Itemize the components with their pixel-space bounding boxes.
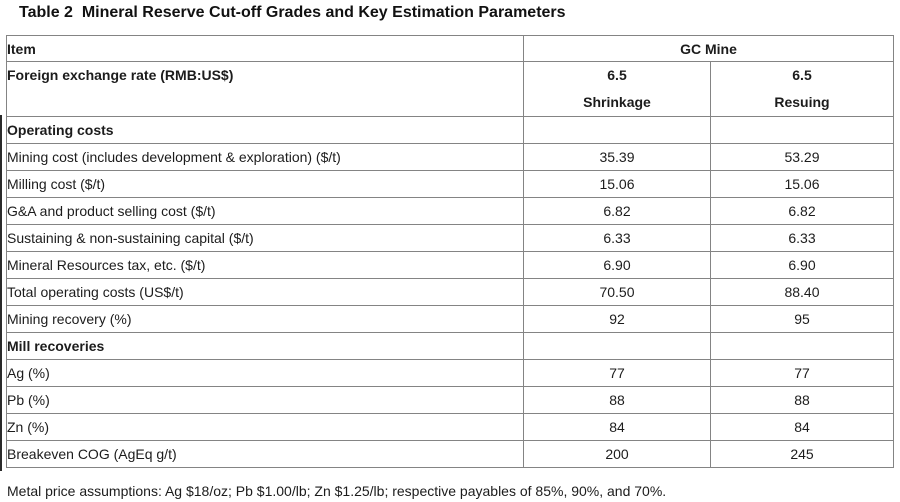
- row-label-cell: Pb (%): [6, 386, 524, 414]
- row-label-cell: Milling cost ($/t): [6, 170, 524, 198]
- fx-rate-value-resuing: 6.5: [792, 67, 812, 83]
- row-label-cell: Total operating costs (US$/t): [6, 278, 524, 306]
- section-row: Operating costs: [6, 116, 894, 144]
- value-cell-resuing: 88.40: [710, 278, 894, 306]
- table-row: Mineral Resources tax, etc. ($/t) 6.90 6…: [6, 251, 894, 279]
- table-row: Ag (%) 77 77: [6, 359, 894, 387]
- fx-rate-row: Foreign exchange rate (RMB:US$) 6.5 Shri…: [6, 61, 894, 117]
- row-label-cell: Sustaining & non-sustaining capital ($/t…: [6, 224, 524, 252]
- row-label-cell: Mining recovery (%): [6, 305, 524, 333]
- section-row: Mill recoveries: [6, 332, 894, 360]
- row-label-cell: Ag (%): [6, 359, 524, 387]
- value-cell-shrinkage: 200: [523, 440, 711, 468]
- method-label-resuing: Resuing: [774, 94, 830, 110]
- method-label-shrinkage: Shrinkage: [583, 94, 651, 110]
- table-row: Mining recovery (%) 92 95: [6, 305, 894, 333]
- row-label-cell: Foreign exchange rate (RMB:US$): [6, 61, 524, 117]
- value-cell-shrinkage: 15.06: [523, 170, 711, 198]
- table-row: Total operating costs (US$/t) 70.50 88.4…: [6, 278, 894, 306]
- scan-edge-artifact: [0, 115, 2, 471]
- value-cell-resuing: [710, 332, 894, 360]
- value-cell-shrinkage: 84: [523, 413, 711, 441]
- value-cell-shrinkage: [523, 116, 711, 144]
- resuing-method-cell: 6.5 Resuing: [710, 61, 894, 117]
- value-cell-shrinkage: 6.82: [523, 197, 711, 225]
- value-cell-resuing: 245: [710, 440, 894, 468]
- parameters-table: Item GC Mine Foreign exchange rate (RMB:…: [6, 35, 894, 468]
- row-label-cell: Mineral Resources tax, etc. ($/t): [6, 251, 524, 279]
- row-label-cell: G&A and product selling cost ($/t): [6, 197, 524, 225]
- value-cell-resuing: [710, 116, 894, 144]
- section-label-cell: Mill recoveries: [6, 332, 524, 360]
- mine-group-header: GC Mine: [523, 35, 894, 62]
- table-row: Mining cost (includes development & expl…: [6, 143, 894, 171]
- row-label-cell: Zn (%): [6, 413, 524, 441]
- fx-rate-value-shrinkage: 6.5: [607, 67, 627, 83]
- value-cell-resuing: 84: [710, 413, 894, 441]
- value-cell-resuing: 15.06: [710, 170, 894, 198]
- header-row: Item GC Mine: [6, 35, 894, 62]
- table-row: Zn (%) 84 84: [6, 413, 894, 441]
- footnote: Metal price assumptions: Ag $18/oz; Pb $…: [7, 483, 667, 499]
- fx-rate-label: Foreign exchange rate (RMB:US$): [7, 67, 234, 83]
- table-row: Breakeven COG (AgEq g/t) 200 245: [6, 440, 894, 468]
- item-column-header: Item: [6, 35, 524, 62]
- table-row: Milling cost ($/t) 15.06 15.06: [6, 170, 894, 198]
- row-label-cell: Breakeven COG (AgEq g/t): [6, 440, 524, 468]
- table-title: Table 2 Mineral Reserve Cut-off Grades a…: [19, 4, 566, 21]
- value-cell-shrinkage: 6.33: [523, 224, 711, 252]
- section-label-cell: Operating costs: [6, 116, 524, 144]
- value-cell-shrinkage: 35.39: [523, 143, 711, 171]
- value-cell-resuing: 6.90: [710, 251, 894, 279]
- value-cell-shrinkage: 70.50: [523, 278, 711, 306]
- value-cell-shrinkage: 88: [523, 386, 711, 414]
- value-cell-shrinkage: 6.90: [523, 251, 711, 279]
- value-cell-resuing: 88: [710, 386, 894, 414]
- row-label-cell: Mining cost (includes development & expl…: [6, 143, 524, 171]
- value-cell-resuing: 77: [710, 359, 894, 387]
- value-cell-shrinkage: 77: [523, 359, 711, 387]
- value-cell-resuing: 95: [710, 305, 894, 333]
- shrinkage-method-cell: 6.5 Shrinkage: [523, 61, 711, 117]
- value-cell-shrinkage: [523, 332, 711, 360]
- table-row: G&A and product selling cost ($/t) 6.82 …: [6, 197, 894, 225]
- table-row: Pb (%) 88 88: [6, 386, 894, 414]
- value-cell-resuing: 53.29: [710, 143, 894, 171]
- value-cell-resuing: 6.33: [710, 224, 894, 252]
- table-row: Sustaining & non-sustaining capital ($/t…: [6, 224, 894, 252]
- value-cell-resuing: 6.82: [710, 197, 894, 225]
- value-cell-shrinkage: 92: [523, 305, 711, 333]
